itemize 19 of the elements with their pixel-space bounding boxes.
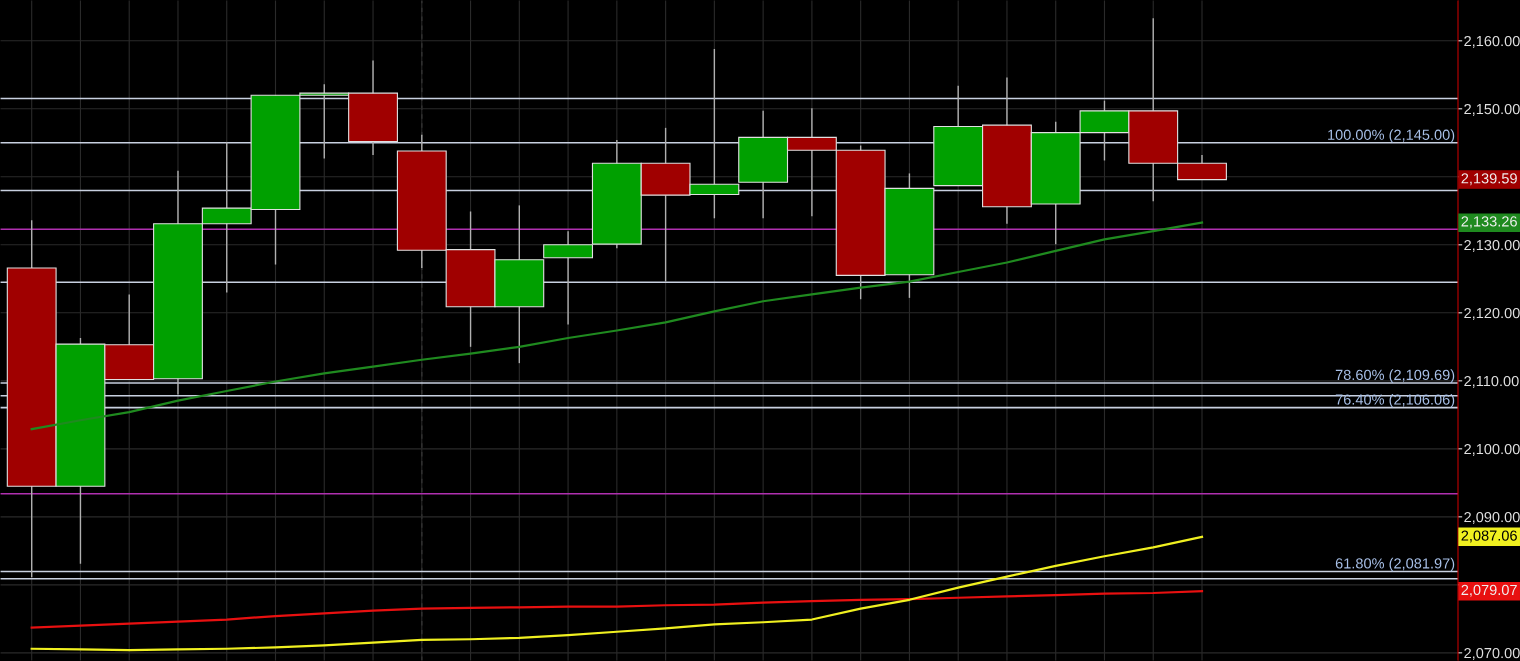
text: 2,133.26 (1461, 216, 1517, 229)
line-series (30, 590, 1204, 629)
y-tick-label: 2,100.00 (1464, 443, 1520, 456)
y-tick-label: 2,150.00 (1464, 103, 1520, 116)
ref-line-label: 100.00% (2,145.00) (1328, 129, 1455, 143)
y-tick-label: 2,120.00 (1464, 307, 1520, 320)
y-tick-label: 2,090.00 (1464, 511, 1520, 524)
y-tick-label: 2,130.00 (1464, 239, 1520, 252)
ref-line-label: 61.80% (2,081.97) (1335, 557, 1455, 572)
y-tick-label: 2,160.00 (1464, 35, 1520, 48)
text: 2,087.06 (1461, 530, 1517, 543)
text: 2,139.59 (1461, 173, 1517, 186)
ref-line-label: 78.60% (2,109.69) (1335, 369, 1455, 383)
line-series (30, 535, 1204, 652)
line-series (30, 221, 1204, 431)
text: 2,079.07 (1461, 584, 1517, 597)
y-tick-label: 2,110.00 (1464, 375, 1519, 388)
y-tick-label: 2,070.00 (1464, 647, 1520, 660)
ref-line-label: 76.40% (2,106.06) (1335, 394, 1455, 408)
